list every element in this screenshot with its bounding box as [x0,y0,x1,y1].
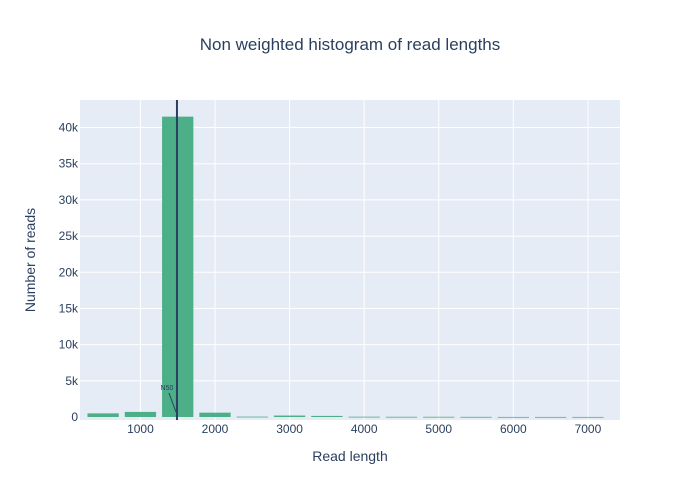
histogram-bar [572,416,604,418]
x-tick-labels: 1000 2000 3000 4000 5000 6000 7000 [127,422,602,436]
histogram-bar [348,416,380,418]
y-tick-label: 25k [59,229,79,243]
y-tick-label: 5k [65,374,79,388]
y-tick-label: 40k [59,121,79,135]
y-tick-labels: 0 5k 10k 15k 20k 25k 30k 35k 40k [59,121,79,424]
x-tick-label: 2000 [202,422,229,436]
histogram-bar [385,416,418,418]
x-tick-label: 4000 [351,422,378,436]
y-tick-label: 30k [59,193,79,207]
y-tick-label: 0 [71,410,78,424]
x-tick-label: 1000 [127,422,154,436]
histogram-bar [124,411,157,417]
x-tick-label: 3000 [276,422,303,436]
n50-marker: N50 [161,100,178,420]
n50-arrow [168,392,177,413]
histogram-bar [423,416,455,418]
histogram-bar [273,415,306,417]
histogram-bar [236,416,268,418]
y-tick-label: 20k [59,265,79,279]
y-tick-label: 10k [59,338,79,352]
y-tick-label: 35k [59,157,79,171]
n50-label: N50 [161,385,174,392]
histogram-bar [87,413,119,417]
histogram-bar [497,416,529,418]
histogram-bar [534,416,567,418]
chart-title: Non weighted histogram of read lengths [200,35,501,54]
y-tick-label: 15k [59,301,79,315]
y-axis-title: Number of reads [22,208,38,312]
histogram-bar [460,416,492,418]
plot-area [80,100,620,420]
x-tick-label: 5000 [425,422,452,436]
histogram-bar [311,415,343,417]
x-axis-title: Read length [312,448,388,464]
x-tick-label: 7000 [575,422,602,436]
x-tick-label: 6000 [500,422,527,436]
histogram-bar [199,412,231,417]
